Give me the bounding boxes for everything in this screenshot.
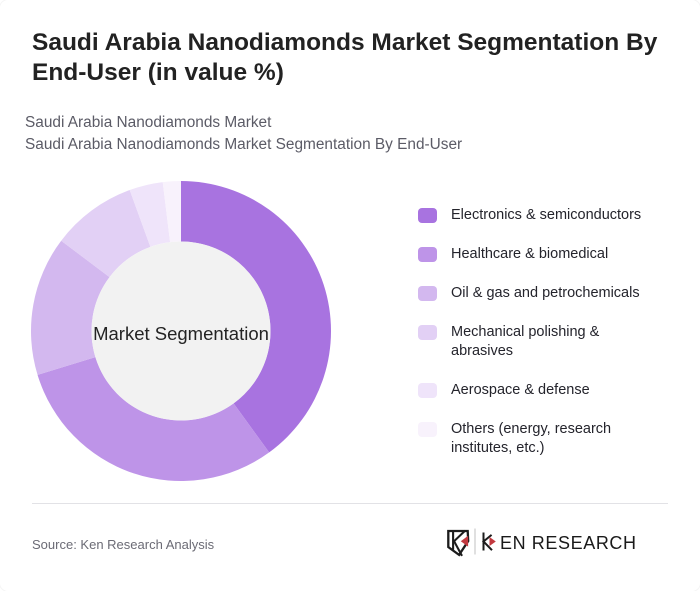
svg-text:EN RESEARCH: EN RESEARCH — [500, 533, 637, 553]
